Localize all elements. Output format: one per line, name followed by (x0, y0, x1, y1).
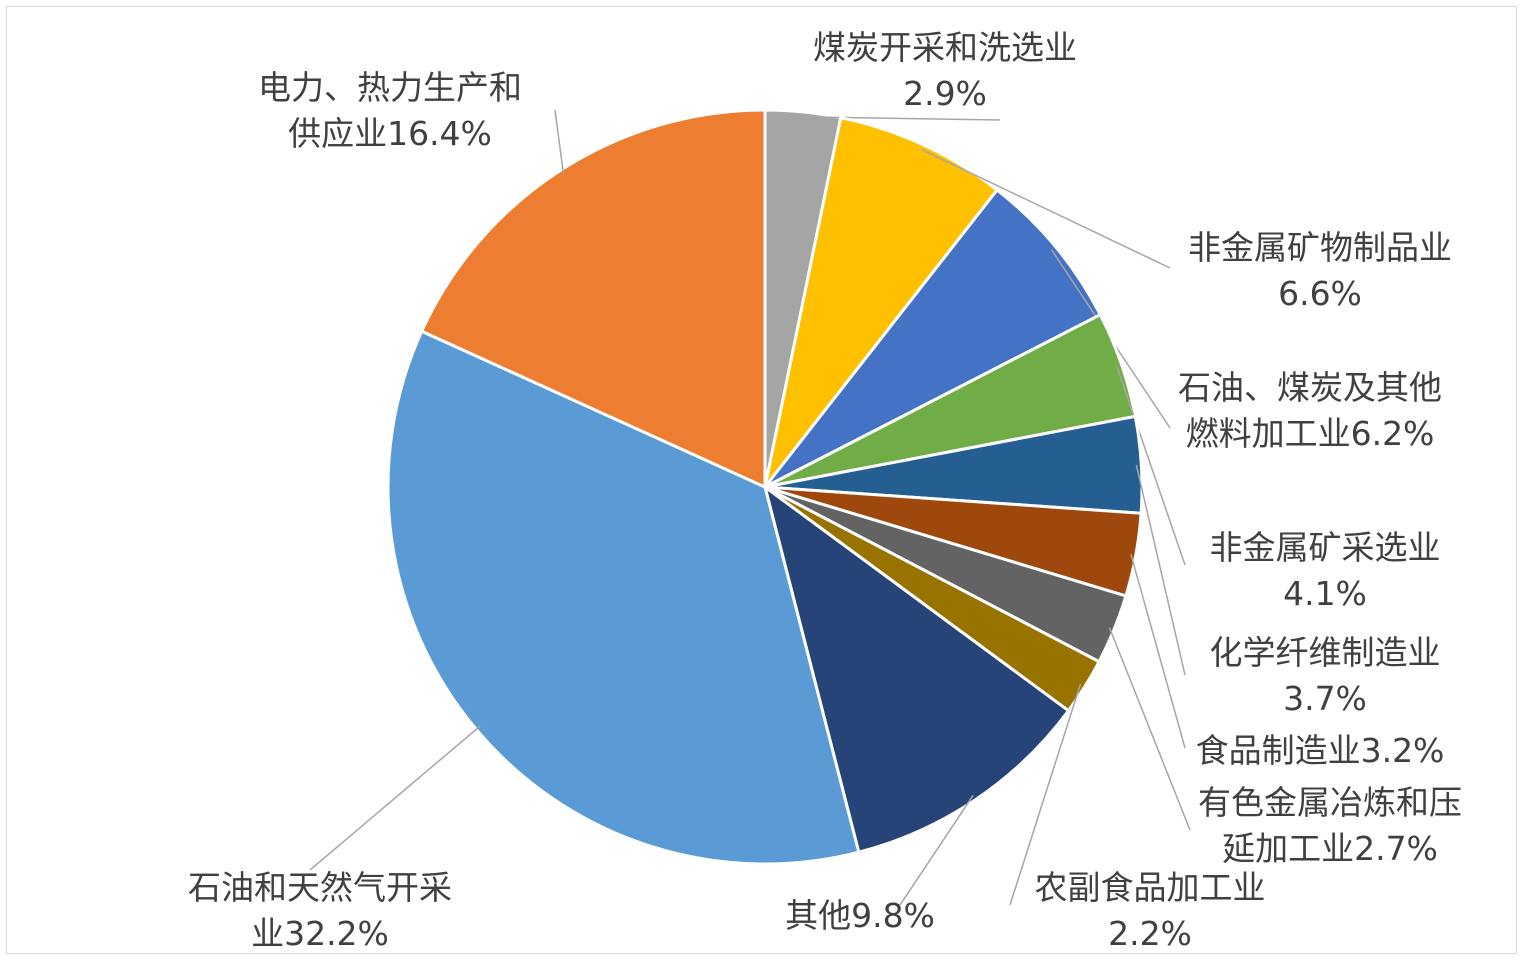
category-label: 石油和天然气开采业 (188, 868, 452, 953)
leader-line (899, 794, 974, 906)
data-label: 农副食品加工业 2.2% (1005, 865, 1295, 957)
data-label: 电力、热力生产和供应业16.4% (253, 65, 528, 157)
value-label: 2.9% (903, 74, 987, 113)
value-label: 4.1% (1283, 574, 1367, 613)
category-label: 石油、煤炭及其他燃料加工业 (1178, 368, 1442, 453)
data-label: 有色金属冶炼和压延加工业2.7% (1185, 780, 1475, 872)
data-label: 化学纤维制造业 3.7% (1185, 630, 1465, 722)
category-label: 有色金属冶炼和压延加工业 (1198, 783, 1462, 868)
value-label: 2.2% (1108, 914, 1192, 953)
pie-slice (763, 187, 1103, 489)
pie-slice (763, 115, 1000, 488)
pie-slice (762, 483, 1071, 854)
value-label: 2.7% (1354, 829, 1438, 868)
data-label: 非金属矿采选业 4.1% (1185, 525, 1465, 617)
leader-line (1135, 464, 1186, 676)
category-label: 食品制造业 (1195, 731, 1361, 770)
value-label: 9.8% (851, 896, 935, 935)
frame (6, 6, 1517, 954)
leader-line (1116, 365, 1186, 566)
data-label: 石油和天然气开采业32.2% (175, 865, 465, 957)
pie-slice (419, 108, 767, 490)
data-label: 食品制造业3.2% (1170, 728, 1470, 774)
data-label: 非金属矿物制品业 6.6% (1180, 225, 1460, 317)
value-label: 3.2% (1360, 731, 1445, 770)
leader-line (309, 725, 481, 871)
value-label: 3.7% (1283, 679, 1367, 718)
category-label: 电力、热力生产和供应业 (258, 68, 522, 153)
category-label: 其他 (785, 896, 852, 935)
category-label: 化学纤维制造业 (1209, 633, 1441, 672)
category-label: 非金属矿采选业 (1209, 528, 1441, 567)
leader-line (920, 148, 1171, 269)
category-label: 煤炭开采和洗选业 (813, 28, 1077, 67)
leader-line (1130, 553, 1186, 749)
leader-line (802, 116, 1001, 121)
value-label: 32.2% (284, 914, 389, 953)
leader-line (1009, 683, 1082, 906)
data-label: 石油、煤炭及其他燃料加工业6.2% (1175, 365, 1445, 457)
category-label: 农副食品加工业 (1034, 868, 1266, 907)
leader-line (1108, 627, 1191, 831)
category-label: 非金属矿物制品业 (1188, 228, 1452, 267)
data-label: 煤炭开采和洗选业 2.9% (808, 25, 1083, 117)
value-label: 16.4% (387, 114, 492, 153)
data-label: 其他9.8% (760, 893, 960, 939)
value-label: 6.6% (1278, 274, 1362, 313)
value-label: 6.2% (1350, 414, 1435, 453)
leader-line (554, 109, 565, 175)
